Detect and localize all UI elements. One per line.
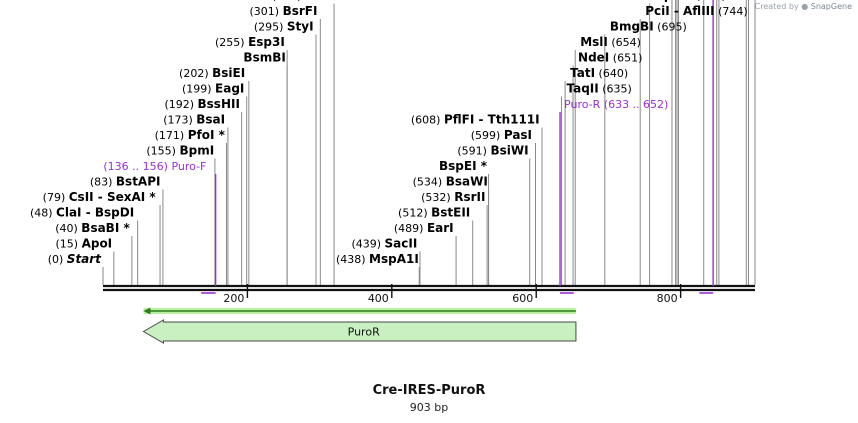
orf-layer [143, 307, 576, 315]
site-label-clai-bspdi: (48) ClaI - BspDI [30, 206, 134, 220]
site-label-eari: (489) EarI [394, 221, 454, 235]
credit-brand: SnapGene [810, 2, 852, 11]
credit-prefix: Created by [754, 2, 799, 11]
sequence-length: 903 bp [409, 401, 449, 414]
feature-puror [142, 319, 577, 344]
site-label-apali: ApaLI (757) [655, 0, 726, 3]
primer-layer [201, 0, 714, 294]
site-label-bpmi: (155) BpmI [146, 144, 214, 158]
site-label-bsabi: (40) BsaBI * [55, 221, 130, 235]
site-label-rsrii: (532) RsrII [421, 190, 485, 204]
ruler-tick-label-800: 800 [657, 292, 678, 305]
site-label-bspei: BspEI * [439, 159, 488, 173]
site-labels: (0) Start(15) ApoI (40) BsaBI *(48) ClaI … [30, 0, 748, 266]
ruler-tick-label-400: 400 [368, 292, 389, 305]
snapgene-credit: Created by ● SnapGene [755, 2, 852, 11]
site-label-pfoi: (171) PfoI * [155, 128, 226, 142]
site-label-ndei: NdeI (651) [578, 51, 642, 65]
site-label-pflfi-tth111i: (608) PflFI - Tth111I [411, 113, 540, 127]
feature-layer: PuroR [142, 319, 577, 344]
site-label-bsai: (173) BsaI [163, 113, 225, 127]
site-label-styi: (295) StyI [254, 20, 314, 34]
site-label-sacii: (439) SacII [351, 237, 417, 251]
sequence-title: Cre-IRES-PuroR [372, 383, 486, 398]
site-label-pasi: (599) PasI [471, 128, 532, 142]
ruler-tick-label-200: 200 [223, 292, 244, 305]
primer-label-puro-f: (136 .. 156) Puro-F [103, 160, 206, 173]
site-label-tati: TatI (640) [570, 66, 628, 80]
orf-arrowhead-0 [143, 307, 151, 315]
site-lines [102, 0, 756, 285]
site-label-csii-sexai: (79) CsII - SexAI * [43, 190, 157, 204]
feature-label-puror: PuroR [348, 326, 380, 339]
site-label-stui: (320) StuI [272, 0, 332, 3]
ruler-tick-label-600: 600 [512, 292, 533, 305]
backbone [103, 284, 755, 292]
site-label-pcii-afliii: PciI - AflIII (744) [645, 4, 747, 18]
site-label-bsshii: (192) BssHII [164, 97, 239, 111]
site-label-bsiwi: (591) BsiWI [457, 144, 528, 158]
site-label-apoi: (15) ApoI [55, 237, 112, 251]
site-label-bsrfi: (301) BsrFI [250, 4, 318, 18]
site-label-bsiei: (202) BsiEI [179, 66, 245, 80]
sequence-map: PuroR 200 400 600 800 (0) Start(15) ApoI (40… [30, 0, 756, 344]
site-label-mspa1i: (438) MspA1I [336, 252, 419, 266]
primer-label-puro-r: Puro-R (633 .. 652) [564, 98, 668, 111]
site-label-bmgbi: BmgBI (695) [610, 20, 687, 34]
site-label-start: (0) Start [48, 252, 102, 266]
ruler: 200 400 600 800 [223, 284, 682, 305]
site-label-bsawi: (534) BsaWI [413, 175, 488, 189]
site-label-eagi: (199) EagI [182, 82, 244, 96]
site-label-bsteii: (512) BstEII [398, 206, 470, 220]
site-label-esp3i: (255) Esp3I [215, 35, 285, 49]
site-label-taqii: TaqII (635) [566, 82, 631, 96]
snapgene-logo-icon: ● [801, 2, 809, 11]
site-label-bstapi: (83) BstAPI [90, 175, 161, 189]
site-label-msli: MslI (654) [580, 35, 641, 49]
site-label-bsmbi: BsmBI [243, 51, 285, 65]
